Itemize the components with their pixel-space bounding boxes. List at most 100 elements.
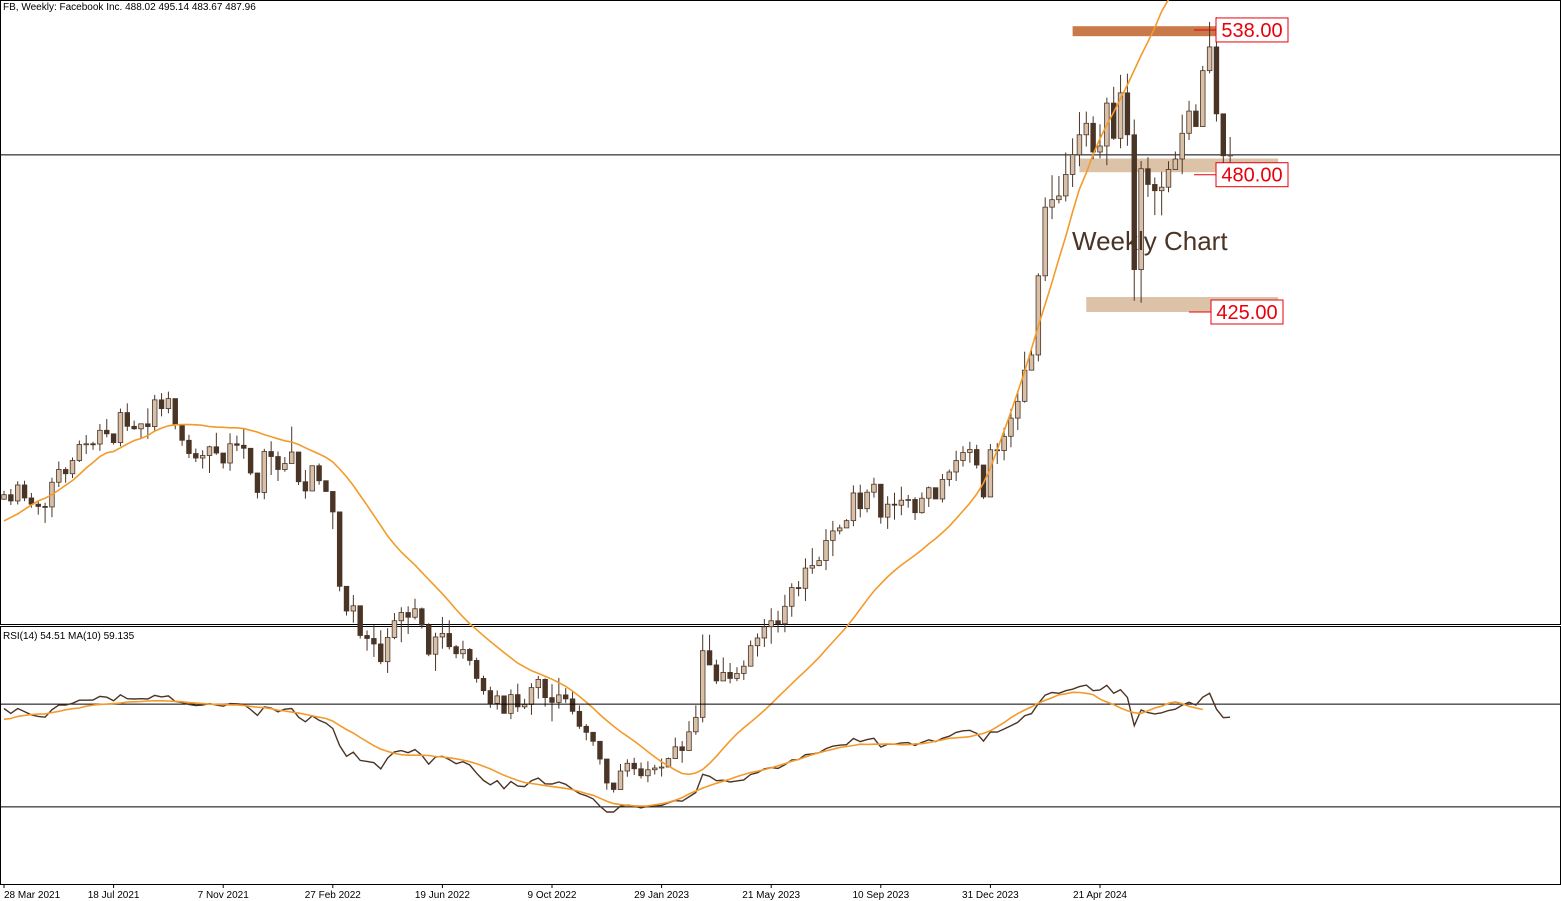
candle-body: [323, 480, 329, 492]
x-tick-label: 21 Apr 2024: [1073, 890, 1127, 901]
candle-body: [515, 694, 521, 708]
candle-body: [117, 412, 124, 443]
level-box-425.00: [1210, 299, 1284, 325]
candle-body: [967, 449, 973, 453]
candle-body: [693, 716, 699, 733]
candle-body: [1069, 154, 1076, 175]
candle-body: [569, 698, 576, 712]
rsi-label: RSI(14) 54.51 MA(10) 59.135: [3, 631, 135, 642]
candle-body: [309, 465, 315, 492]
candle-body: [946, 471, 952, 480]
candle-body: [1213, 46, 1220, 115]
rsi-panel: [0, 626, 1561, 885]
candle-body: [1206, 46, 1213, 72]
candle-body: [734, 673, 740, 679]
candle-body: [775, 620, 781, 625]
candle-body: [350, 605, 357, 612]
candle-body: [816, 560, 822, 566]
candle-body: [419, 608, 425, 626]
candle-body: [919, 497, 925, 514]
candle-body: [850, 492, 857, 522]
candle-body: [686, 731, 692, 751]
candle-body: [213, 446, 220, 454]
candle-body: [713, 664, 720, 682]
candle-body: [1008, 417, 1014, 437]
candle-body: [782, 605, 788, 625]
candle-body: [247, 447, 254, 474]
candle-body: [563, 694, 569, 700]
candle-body: [878, 483, 884, 518]
candle-body: [425, 624, 432, 655]
candle-body: [158, 399, 165, 409]
candle-body: [35, 503, 41, 507]
x-tick-label: 31 Dec 2023: [962, 890, 1019, 901]
candle-body: [172, 398, 178, 426]
candle-body: [412, 608, 418, 618]
candle-body: [645, 769, 651, 777]
candle-body: [1083, 122, 1089, 136]
candle-body: [1227, 154, 1233, 157]
candle-body: [473, 660, 480, 679]
candle-body: [898, 499, 905, 506]
candle-body: [905, 499, 911, 501]
candle-body: [953, 460, 959, 473]
level-box-538.00: [1215, 17, 1289, 43]
symbol-header: FB, Weekly: Facebook Inc. 488.02 495.14 …: [3, 2, 256, 13]
candle-body: [391, 620, 398, 638]
candle-body: [980, 464, 987, 498]
candle-body: [576, 710, 583, 727]
candle-body: [97, 429, 103, 445]
candle-body: [556, 694, 562, 703]
candle-body: [1179, 132, 1185, 160]
candle-body: [371, 638, 377, 645]
candle-body: [665, 758, 672, 768]
candle-body: [823, 539, 829, 562]
candle-body: [652, 767, 658, 771]
x-tick-label: 19 Jun 2022: [415, 890, 470, 901]
candle-body: [837, 527, 843, 532]
x-axis: 28 Mar 2021 18 Jul 2021 7 Nov 2021 27 Feb 2…: [3, 884, 1127, 901]
candle-body: [789, 587, 795, 607]
candle-body: [939, 479, 946, 500]
candle-body: [405, 612, 411, 618]
candle-body: [453, 646, 459, 655]
x-tick-label: 21 May 2023: [742, 890, 800, 901]
candle-body: [467, 649, 473, 661]
candle-body: [501, 695, 507, 714]
candle-body: [1001, 435, 1007, 451]
x-tick-label: 7 Nov 2021: [198, 890, 250, 901]
candle-body: [1028, 354, 1035, 371]
price-panel: [0, 0, 1561, 625]
candle-body: [809, 565, 815, 569]
candle-body: [1172, 158, 1179, 170]
candle-body: [1186, 110, 1192, 134]
candle-body: [1, 494, 7, 500]
candle-body: [638, 768, 644, 777]
x-tick-label: 18 Jul 2021: [88, 890, 140, 901]
candle-body: [268, 451, 274, 457]
candle-body: [165, 398, 172, 409]
candle-body: [357, 605, 363, 636]
candle-body: [131, 425, 137, 430]
candle-body: [1097, 145, 1103, 153]
moving-average: [3, 0, 1170, 776]
candle-body: [1111, 102, 1117, 139]
candle-body: [768, 620, 774, 628]
candle-body: [206, 446, 213, 456]
candle-body: [1138, 168, 1144, 270]
candle-body: [83, 443, 89, 446]
level-label-480.00: 480.00: [1221, 165, 1282, 187]
candle-body: [138, 423, 144, 430]
candle-body: [802, 567, 809, 589]
candle-body: [830, 530, 836, 541]
candle-body: [795, 587, 802, 589]
ma-line: [3, 0, 1170, 776]
candle-body: [234, 443, 240, 446]
candle-body: [110, 433, 117, 443]
candle-body: [1049, 199, 1055, 208]
candle-body: [145, 423, 151, 427]
candle-body: [754, 637, 761, 647]
candle-body: [672, 746, 678, 759]
candle-body: [1035, 275, 1042, 356]
